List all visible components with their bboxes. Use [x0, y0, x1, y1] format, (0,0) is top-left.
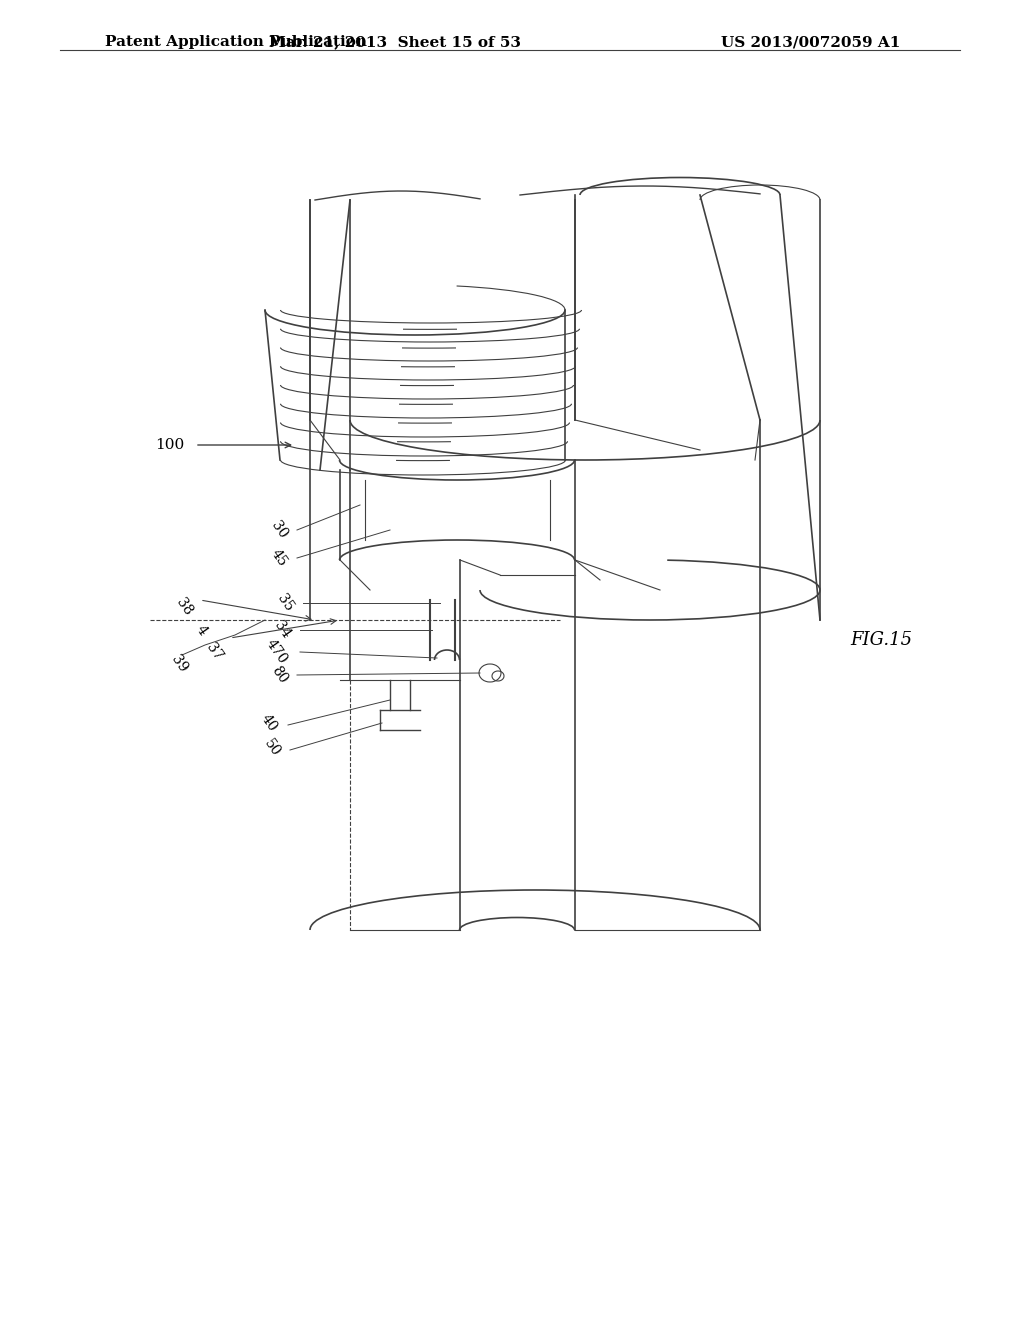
Text: 100: 100 [155, 438, 184, 451]
Text: 37: 37 [204, 640, 225, 663]
Text: US 2013/0072059 A1: US 2013/0072059 A1 [721, 36, 900, 49]
Text: 4: 4 [194, 622, 210, 638]
Text: 35: 35 [274, 591, 296, 614]
Text: Mar. 21, 2013  Sheet 15 of 53: Mar. 21, 2013 Sheet 15 of 53 [269, 36, 521, 49]
Text: 50: 50 [261, 737, 283, 759]
Text: 470: 470 [263, 638, 290, 667]
Text: 80: 80 [268, 664, 290, 686]
Text: 30: 30 [268, 519, 290, 541]
Text: Patent Application Publication: Patent Application Publication [105, 36, 367, 49]
Text: FIG.15: FIG.15 [850, 631, 912, 649]
Text: 39: 39 [169, 653, 190, 676]
Text: 38: 38 [173, 595, 195, 618]
Text: 40: 40 [258, 711, 280, 734]
Text: 45: 45 [268, 546, 290, 569]
Text: 34: 34 [271, 619, 293, 642]
